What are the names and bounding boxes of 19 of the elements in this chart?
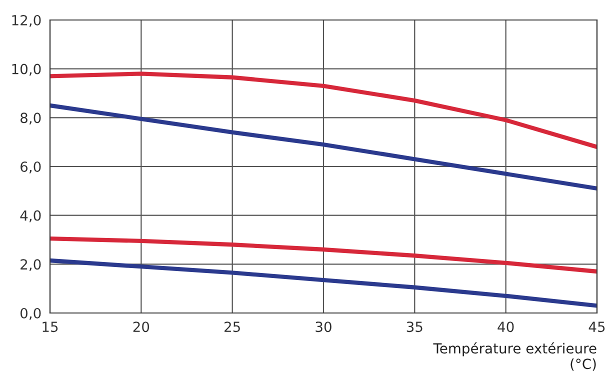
y-tick-label: 0,0	[20, 308, 41, 320]
line-series	[50, 103, 597, 191]
x-tick-label: 30	[316, 322, 332, 332]
x-tick-label: 15	[42, 322, 58, 332]
y-tick-label: 12,0	[12, 14, 41, 27]
y-tick-label: 8,0	[20, 112, 41, 125]
x-tick-label: 25	[224, 322, 240, 332]
x-tick-label: 35	[406, 322, 422, 332]
x-tick-label: 40	[498, 322, 514, 332]
line-series	[50, 236, 597, 274]
y-tick-label: 4,0	[20, 210, 41, 222]
x-tick-label: 20	[133, 322, 150, 332]
x-axis-title: Température extérieure (°C)	[433, 342, 596, 371]
y-tick-label: 6,0	[20, 161, 41, 174]
y-tick-label: 10,0	[12, 64, 41, 76]
x-tick-label: 45	[588, 322, 605, 332]
line-series	[50, 258, 597, 308]
y-tick-label: 2,0	[20, 259, 41, 272]
line-series	[50, 72, 597, 150]
